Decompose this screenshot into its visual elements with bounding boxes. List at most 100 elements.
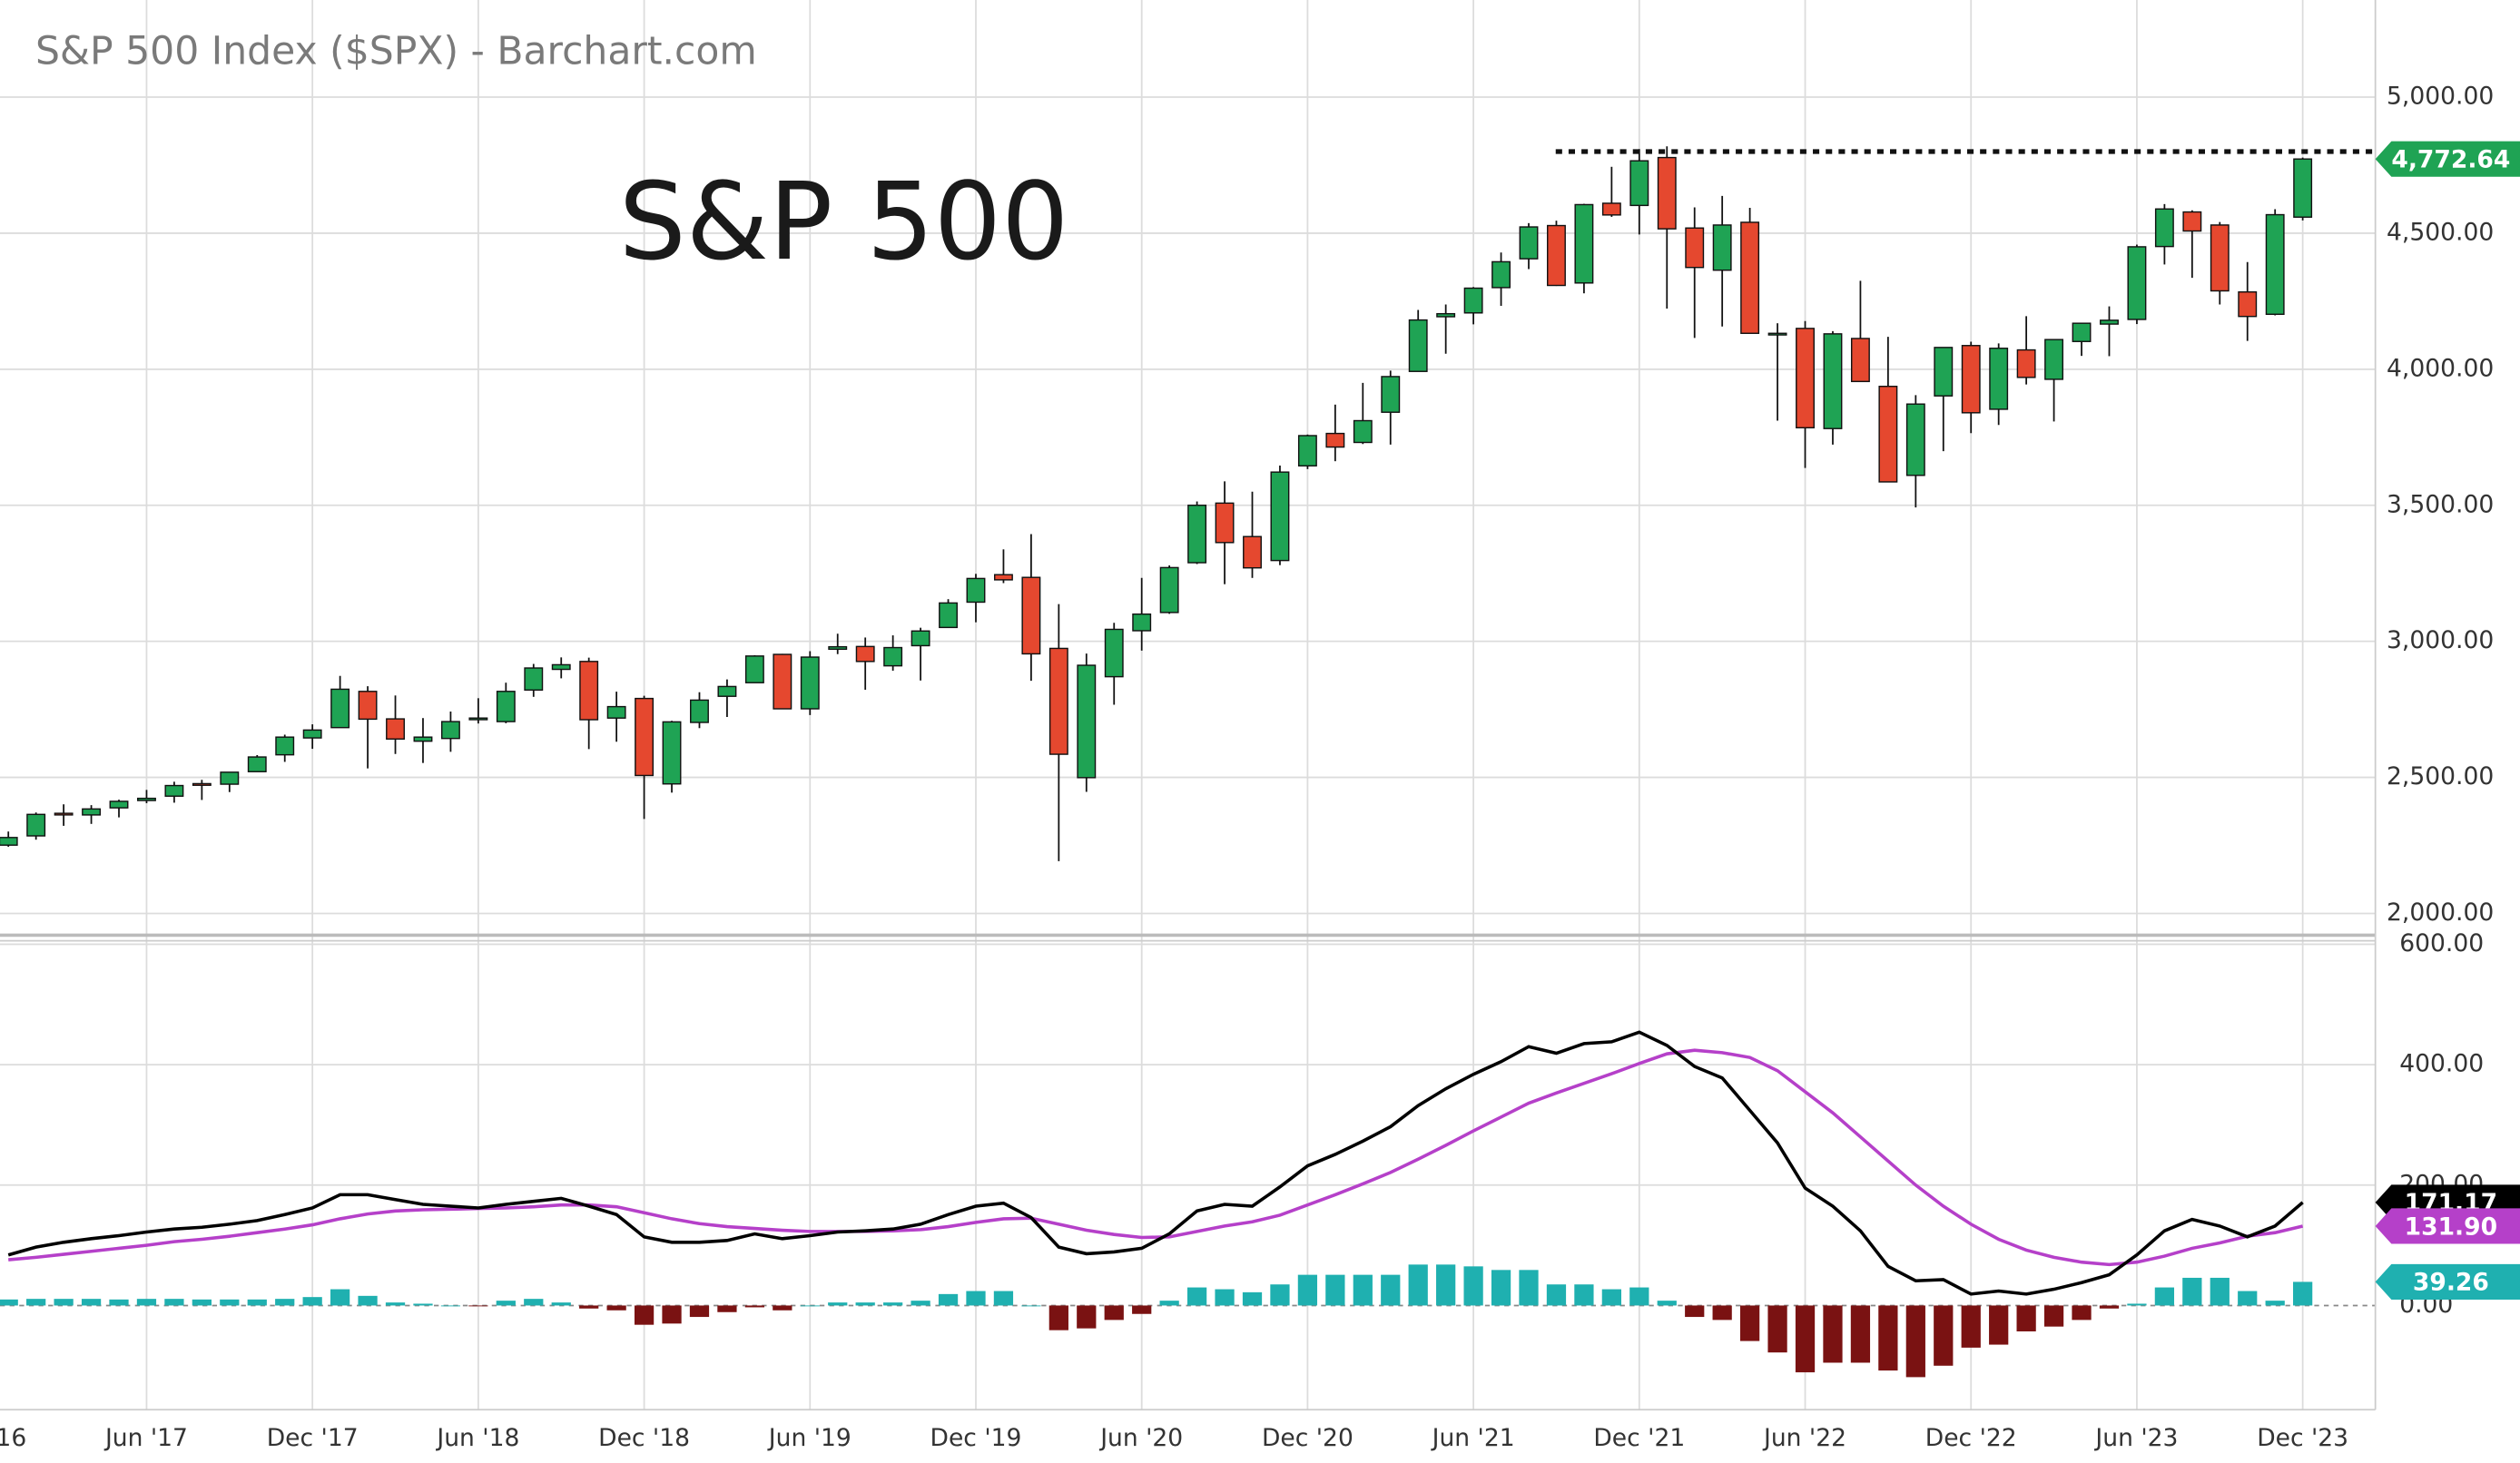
candle-body	[1436, 312, 1456, 318]
histogram-bar	[662, 1305, 682, 1324]
candle-body	[1850, 338, 1870, 383]
histogram-bar	[1215, 1289, 1235, 1306]
candle-body	[993, 574, 1013, 581]
histogram-bar	[2072, 1305, 2092, 1321]
y-tick-label: 2,500.00	[2387, 762, 2494, 790]
histogram-bar	[1712, 1305, 1732, 1321]
x-tick-label: Dec '19	[930, 1424, 1022, 1452]
histogram-bar	[966, 1291, 986, 1306]
histogram-bar	[689, 1305, 710, 1318]
histogram-bar	[81, 1299, 102, 1306]
candle-body	[579, 661, 599, 721]
histogram-bar	[413, 1303, 433, 1306]
histogram-bar	[1353, 1274, 1373, 1306]
candle-body	[2016, 349, 2036, 378]
histogram-bar	[524, 1299, 544, 1306]
histogram-bar	[496, 1301, 516, 1306]
histogram-bar	[2182, 1277, 2202, 1306]
candle-body	[2127, 246, 2147, 320]
histogram-bar	[579, 1305, 599, 1309]
marks	[0, 146, 2376, 1378]
histogram-bar	[136, 1299, 157, 1306]
candle-body	[496, 691, 516, 722]
labels: Dec '16 Jun '17 Dec '17 Jun '18 Dec '18 Jun '…	[0, 82, 2520, 1452]
histogram-bar	[1546, 1284, 1567, 1306]
candle-body	[164, 784, 184, 797]
histogram-bar	[1132, 1305, 1152, 1314]
x-tick-label: Dec '16	[0, 1424, 26, 1452]
x-tick-label: Jun '18	[435, 1424, 519, 1452]
candle-body	[939, 602, 958, 629]
candle-body	[82, 808, 102, 816]
candle-body	[192, 782, 212, 786]
histogram-bar	[2099, 1305, 2120, 1309]
candle-body	[386, 718, 405, 740]
histogram-bar	[2043, 1305, 2064, 1327]
candle-body	[109, 800, 129, 809]
histogram-bar	[551, 1302, 571, 1306]
x-tick-label: Jun '19	[767, 1424, 851, 1452]
candle-body	[1077, 664, 1097, 779]
histogram-bar	[606, 1305, 626, 1311]
histogram-bar	[2154, 1287, 2175, 1306]
histogram-bar	[1989, 1305, 2009, 1345]
histogram-bar	[164, 1299, 184, 1306]
histogram-bar	[1657, 1301, 1677, 1306]
candle-body	[1104, 628, 1124, 678]
histogram-bar	[1297, 1274, 1318, 1306]
candle-body	[1823, 333, 1843, 429]
histogram-bar	[1048, 1305, 1068, 1330]
histogram-bar	[2210, 1277, 2230, 1306]
histogram-bar	[717, 1305, 737, 1312]
y-tick-label: 600.00	[2399, 929, 2484, 957]
histogram-bar	[26, 1299, 46, 1306]
y-tick-label: 2,000.00	[2387, 898, 2494, 927]
x-tick-label: Dec '18	[598, 1424, 690, 1452]
histogram-bar	[1077, 1305, 1097, 1329]
histogram-bar	[1436, 1264, 1456, 1306]
candle-body	[1601, 202, 1621, 216]
histogram-bar	[1629, 1287, 1649, 1306]
histogram-bar	[1381, 1274, 1401, 1306]
y-tick-label: 4,000.00	[2387, 354, 2494, 382]
candle-body	[2182, 211, 2202, 232]
histogram-bar	[358, 1295, 378, 1306]
candle-body	[440, 721, 460, 740]
histogram-bar	[1934, 1305, 1954, 1366]
signal-line	[8, 1048, 2304, 1267]
candle-body	[966, 577, 986, 604]
chart-title: S&P 500 Index ($SPX) - Barchart.com	[35, 28, 757, 74]
candle-body	[773, 653, 792, 710]
candle-body	[1657, 156, 1677, 230]
histogram-bar	[1519, 1270, 1539, 1306]
histogram-bar	[440, 1305, 461, 1307]
histogram-bar	[302, 1297, 322, 1306]
candle-body	[1132, 613, 1152, 632]
candle-body	[1629, 160, 1649, 207]
histogram-bar	[1850, 1305, 1871, 1363]
histogram-bar	[1823, 1305, 1843, 1363]
candle-body	[1215, 502, 1235, 544]
candle-body	[1796, 328, 1815, 429]
candle-body	[2293, 158, 2313, 218]
candle-body	[1297, 435, 1317, 466]
histogram-bar	[773, 1305, 792, 1311]
candle-body	[1021, 576, 1041, 655]
histogram-bar	[54, 1299, 74, 1306]
x-tick-label: Jun '21	[1431, 1424, 1515, 1452]
histogram-bar	[993, 1291, 1014, 1306]
histogram-bar	[883, 1302, 903, 1306]
x-tick-label: Dec '22	[1925, 1424, 2017, 1452]
histogram-bar	[828, 1302, 848, 1306]
candle-body	[524, 667, 544, 692]
candle-body	[275, 736, 295, 756]
candle-body	[1408, 319, 1428, 372]
histogram-bar	[247, 1299, 267, 1306]
candle-body	[1740, 221, 1760, 334]
histogram-bar	[855, 1302, 875, 1306]
x-tick-label: Dec '20	[1262, 1424, 1354, 1452]
histogram-bar	[1491, 1270, 1511, 1306]
candle-body	[330, 688, 350, 729]
candle-body	[1381, 376, 1401, 413]
